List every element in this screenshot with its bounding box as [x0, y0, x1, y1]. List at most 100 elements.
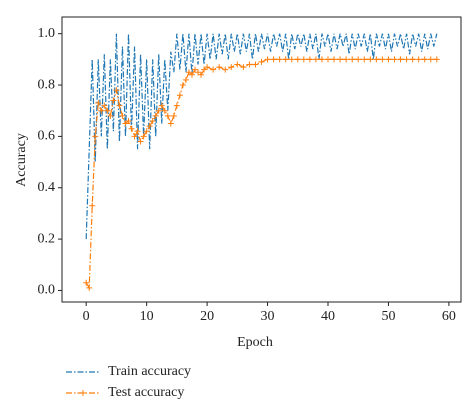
point-marker [179, 82, 186, 89]
point-marker [83, 279, 90, 286]
point-marker [170, 112, 177, 119]
point-marker [325, 56, 331, 63]
point-marker [367, 56, 374, 63]
point-marker [104, 107, 111, 114]
series-line [85, 33, 438, 240]
legend-label: Test accuracy [108, 385, 184, 400]
x-tick-label: 40 [321, 309, 335, 324]
point-marker [216, 64, 223, 71]
point-marker [361, 56, 368, 63]
legend-marker [80, 390, 86, 396]
y-tick-label: 0.8 [38, 77, 56, 92]
point-marker [95, 100, 102, 107]
point-marker [409, 56, 416, 63]
point-marker [198, 71, 205, 78]
x-tick-label: 0 [83, 309, 90, 324]
point-marker [182, 76, 189, 83]
point-marker [125, 117, 132, 124]
point-marker [331, 56, 338, 63]
point-marker [312, 56, 319, 63]
point-marker [282, 56, 289, 63]
point-marker [149, 117, 156, 124]
point-marker [391, 56, 398, 63]
point-marker [122, 120, 129, 127]
point-marker [264, 56, 271, 63]
y-tick-label: 0.0 [38, 283, 56, 298]
point-marker [240, 64, 247, 71]
point-marker [204, 64, 211, 71]
point-marker [146, 123, 153, 130]
y-tick-label: 0.4 [38, 180, 56, 195]
point-marker [107, 112, 114, 119]
point-marker [234, 61, 241, 68]
point-marker [379, 56, 386, 63]
x-tick-label: 50 [381, 309, 395, 324]
point-marker [385, 56, 392, 63]
point-marker [140, 133, 147, 140]
point-marker [116, 102, 123, 109]
point-marker [270, 56, 277, 63]
point-marker [318, 56, 325, 63]
point-marker [164, 112, 171, 119]
point-marker [433, 56, 440, 63]
point-marker [373, 56, 380, 63]
x-tick-label: 30 [261, 309, 275, 324]
point-marker [349, 56, 356, 63]
x-tick-label: 60 [442, 309, 456, 324]
point-marker [403, 56, 410, 63]
point-marker [201, 66, 208, 73]
point-marker [173, 102, 180, 109]
point-marker [188, 71, 195, 78]
point-marker [210, 66, 217, 73]
point-marker [167, 120, 174, 127]
point-marker [258, 58, 265, 65]
point-marker [228, 64, 235, 71]
point-marker [306, 56, 313, 63]
y-tick-label: 0.6 [38, 129, 56, 144]
point-marker [343, 56, 350, 63]
point-marker [355, 56, 362, 63]
point-marker [294, 56, 301, 63]
y-axis-label: Accuracy [14, 133, 29, 187]
x-axis-label: Epoch [237, 335, 273, 350]
point-marker [222, 66, 229, 73]
point-marker [300, 56, 307, 63]
point-marker [427, 56, 434, 63]
point-marker [288, 56, 295, 63]
point-marker [192, 66, 198, 73]
point-marker [176, 92, 183, 99]
plot-frame [61, 16, 462, 303]
point-marker [137, 138, 144, 145]
point-marker [276, 56, 283, 63]
point-marker [397, 56, 404, 63]
point-marker [86, 284, 93, 291]
point-marker [101, 102, 108, 109]
point-marker [252, 61, 259, 68]
point-marker [185, 69, 192, 76]
point-marker [110, 97, 117, 104]
point-marker [98, 107, 105, 114]
point-marker [415, 56, 422, 63]
y-tick-label: 0.2 [38, 231, 56, 246]
point-marker [246, 61, 253, 68]
point-marker [155, 107, 162, 114]
point-marker [195, 69, 202, 76]
point-marker [89, 202, 96, 209]
point-marker [161, 107, 168, 114]
point-marker [134, 128, 141, 135]
point-marker [143, 128, 150, 135]
point-marker [421, 56, 428, 63]
y-tick-label: 1.0 [38, 26, 56, 41]
point-marker [119, 112, 126, 119]
point-marker [113, 87, 120, 94]
legend-label: Train accuracy [108, 364, 191, 379]
x-tick-label: 20 [200, 309, 214, 324]
x-tick-label: 10 [140, 309, 154, 324]
point-marker [152, 112, 159, 119]
point-marker [131, 133, 138, 140]
point-marker [337, 56, 344, 63]
point-marker [158, 102, 165, 109]
point-marker [128, 125, 135, 132]
point-marker [92, 133, 99, 140]
